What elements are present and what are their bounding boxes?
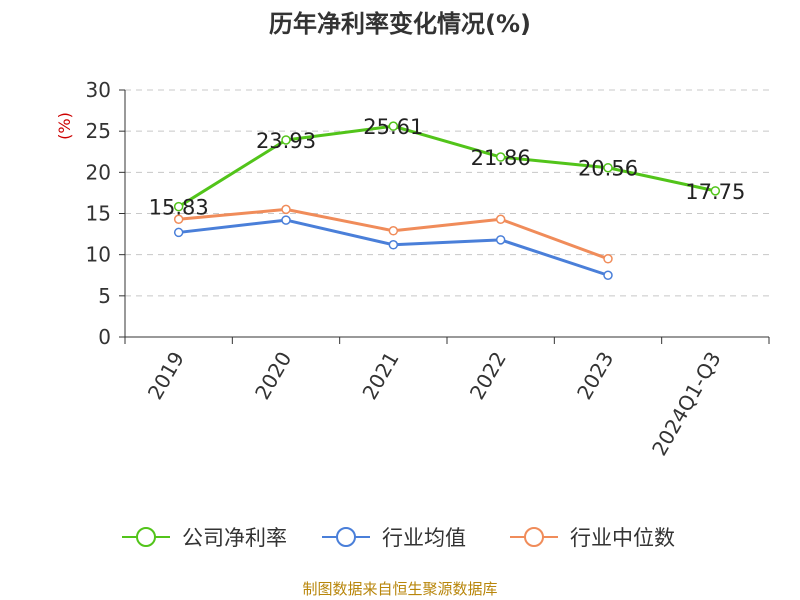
legend-marker bbox=[524, 527, 544, 547]
chart-title: 历年净利率变化情况(%) bbox=[269, 10, 531, 38]
data-point bbox=[603, 162, 613, 173]
y-tick-label: 15 bbox=[86, 202, 111, 226]
data-point bbox=[173, 214, 184, 225]
data-point bbox=[281, 135, 291, 145]
data-label: 17.75 bbox=[685, 180, 745, 204]
legend-marker bbox=[136, 527, 156, 547]
data-point bbox=[710, 186, 721, 196]
y-tick-label: 5 bbox=[98, 284, 111, 308]
x-tick-label: 2024Q1-Q3 bbox=[647, 348, 726, 460]
data-point bbox=[603, 254, 613, 264]
y-axis-unit: (%) bbox=[55, 112, 74, 140]
x-tick-label: 2020 bbox=[250, 348, 296, 404]
y-tick-label: 25 bbox=[86, 119, 111, 143]
source-note: 制图数据来自恒生聚源数据库 bbox=[302, 580, 497, 598]
data-point bbox=[495, 214, 506, 225]
x-tick-label: 2023 bbox=[572, 348, 618, 404]
y-tick-label: 0 bbox=[98, 325, 111, 349]
y-tick-label: 30 bbox=[86, 78, 111, 102]
data-point bbox=[388, 240, 399, 250]
data-point bbox=[495, 235, 506, 245]
y-tick-label: 20 bbox=[86, 160, 111, 184]
x-tick-label: 2022 bbox=[465, 347, 511, 403]
legend-marker bbox=[336, 527, 356, 547]
data-point bbox=[495, 152, 506, 162]
data-label: 21.86 bbox=[471, 146, 531, 170]
data-label: 23.93 bbox=[256, 129, 316, 153]
x-tick-label: 2019 bbox=[143, 348, 189, 404]
series-line-0 bbox=[177, 124, 716, 208]
x-tick-label: 2021 bbox=[357, 348, 403, 404]
legend-label: 行业中位数 bbox=[570, 526, 675, 550]
data-point bbox=[388, 121, 399, 131]
data-point bbox=[173, 201, 184, 212]
data-point bbox=[281, 204, 291, 215]
legend-label: 行业均值 bbox=[382, 526, 466, 550]
y-tick-label: 10 bbox=[86, 243, 111, 267]
data-point bbox=[281, 215, 291, 225]
data-label: 20.56 bbox=[578, 157, 638, 181]
data-point bbox=[388, 226, 399, 236]
data-label: 15.83 bbox=[149, 196, 209, 220]
data-point bbox=[603, 270, 613, 280]
data-label: 25.61 bbox=[363, 115, 423, 139]
legend-label: 公司净利率 bbox=[182, 526, 287, 550]
data-point bbox=[173, 227, 184, 238]
